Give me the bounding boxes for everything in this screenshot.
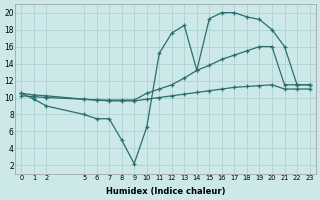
X-axis label: Humidex (Indice chaleur): Humidex (Indice chaleur) [106, 187, 225, 196]
